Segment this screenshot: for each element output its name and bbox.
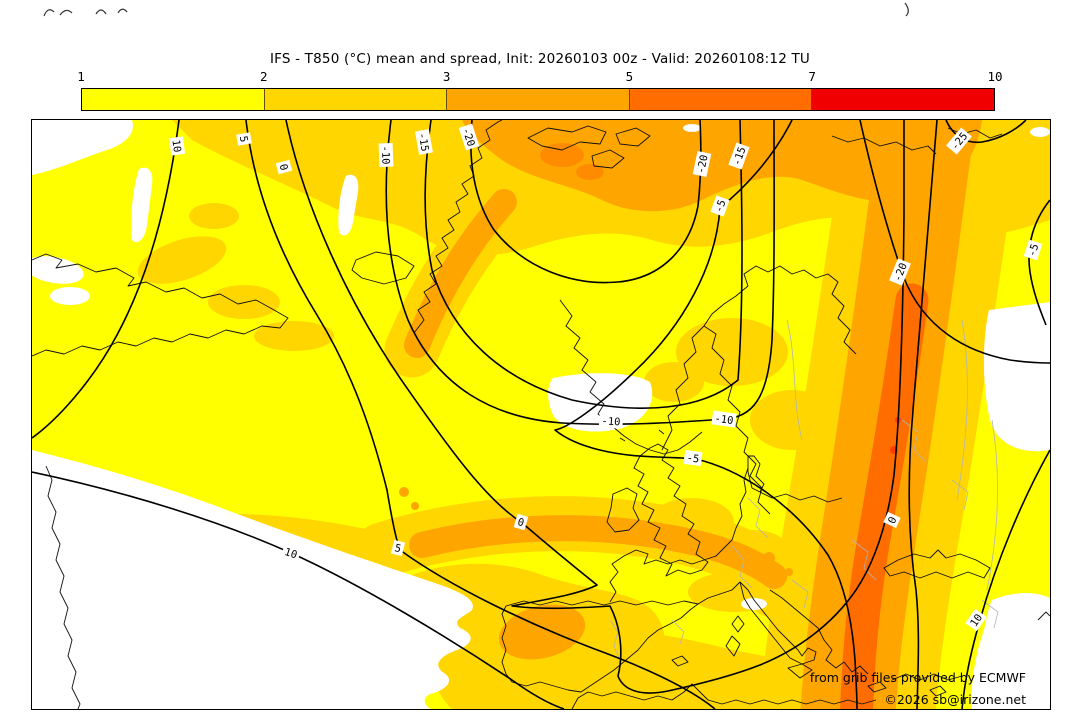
contour-label: 10	[965, 608, 987, 632]
chart-title: IFS - T850 (°C) mean and spread, Init: 2…	[269, 51, 811, 67]
spread-colorbar	[81, 88, 995, 111]
contour-label: 0	[275, 159, 293, 175]
svg-text:-20: -20	[460, 126, 477, 148]
svg-text:-5: -5	[1026, 242, 1041, 258]
contour-label: 10	[168, 136, 186, 156]
country-borders	[609, 319, 999, 661]
svg-text:5: 5	[237, 135, 250, 143]
colorbar-segment-4	[812, 89, 994, 110]
colorbar-tick-3: 3	[442, 69, 451, 84]
colorbar-tick-1: 1	[77, 69, 85, 84]
crop-artifact-marks	[43, 2, 909, 17]
contour-label: -10	[598, 413, 624, 429]
contour-label: -20	[692, 151, 712, 177]
svg-text:-15: -15	[416, 132, 431, 153]
colorbar-tick-5: 5	[625, 69, 634, 84]
low-spread-regions	[32, 120, 1050, 709]
svg-text:10: 10	[968, 612, 985, 629]
svg-text:0: 0	[516, 516, 525, 529]
contour-label: -5	[683, 449, 703, 467]
map-plot-area: 10 5 0 -10 -15 -20 -20 -15 -5 -25 -20 -5 -10 -10 -5 0 5 1…	[31, 119, 1051, 710]
contour-label: -5	[1023, 239, 1043, 261]
contour-label: -15	[728, 142, 750, 170]
contour-label: 0	[883, 511, 901, 529]
svg-text:10: 10	[169, 139, 183, 153]
svg-text:-10: -10	[601, 415, 621, 428]
contour-label: 0	[513, 513, 529, 531]
svg-text:-20: -20	[695, 154, 711, 175]
svg-text:0: 0	[886, 515, 900, 526]
contour-label: 5	[236, 132, 252, 146]
colorbar-segment-1	[264, 89, 448, 110]
svg-text:-10: -10	[714, 413, 734, 428]
contour-label-layer: 10 50-10-15 -20-20 -15-5-25-20-5-10 -10-5051…	[168, 123, 1043, 632]
svg-text:-10: -10	[379, 145, 392, 164]
contour-label: 5	[390, 539, 406, 557]
colorbar-tick-7: 7	[808, 69, 816, 84]
svg-text:0: 0	[277, 163, 290, 172]
copyright-credit: ©2026 sb@irizone.net	[884, 692, 1026, 707]
contour-label: -20	[458, 123, 480, 151]
svg-text:10: 10	[283, 546, 299, 561]
svg-text:5: 5	[393, 542, 402, 555]
colorbar-tick-2: 2	[260, 69, 268, 84]
svg-text:-5: -5	[686, 452, 700, 466]
legend-tick-labels: 1 2 3 5 7 10	[0, 69, 1080, 84]
data-source-credit: from grib files provided by ECMWF	[809, 670, 1026, 685]
colorbar-segment-0	[82, 89, 265, 110]
contour-label: -5	[710, 195, 730, 217]
contour-label: -10	[378, 142, 394, 168]
contour-label: 10	[280, 543, 302, 563]
svg-text:-5: -5	[713, 198, 729, 214]
colorbar-segment-3	[629, 89, 813, 110]
colorbar-segment-2	[447, 89, 630, 110]
t850-map: 10 50-10-15 -20-20 -15-5-25-20-5-10 -10-5051…	[32, 120, 1050, 709]
contour-label: -15	[415, 129, 433, 155]
contour-label: -10	[711, 410, 737, 428]
colorbar-tick-10: 10	[987, 69, 1003, 84]
coastlines	[32, 120, 1050, 709]
